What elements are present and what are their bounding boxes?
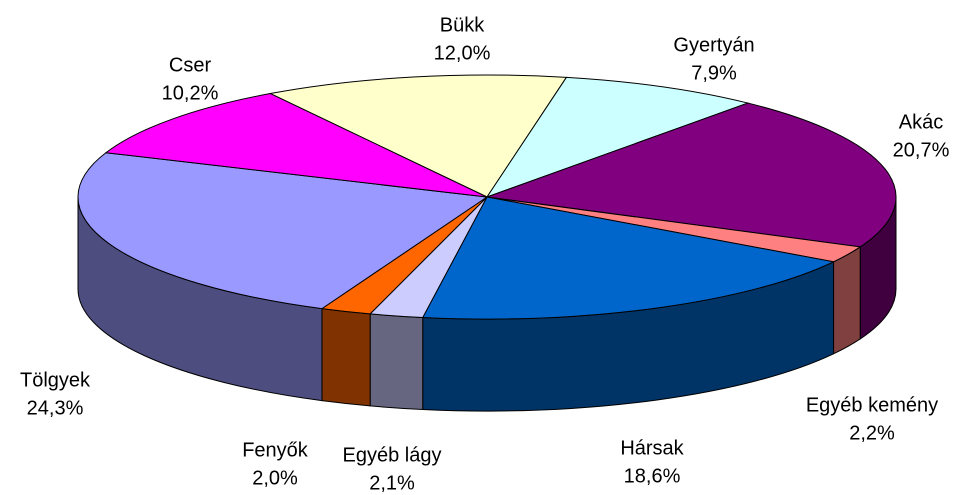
slice-value-label: 24,3% [27,397,84,419]
slice-side [321,308,371,407]
slice-value-label: 2,0% [252,467,298,489]
slice-value-label: 12,0% [434,42,491,64]
slice-value-label: 2,2% [849,422,895,444]
slice [421,196,836,320]
slice [268,74,568,198]
slice-label: Fenyők [242,439,309,461]
slice-side [369,313,424,411]
slice-value-label: 2,1% [369,472,415,494]
slice-value-label: 18,6% [624,465,681,487]
slice-label: Akác [899,111,943,133]
slice-label: Bükk [440,14,485,36]
slice-label: Gyertyán [673,34,754,56]
slice-label: Hársak [620,437,684,459]
slice-label: Egyéb lágy [343,444,442,466]
slice [486,102,897,248]
slice-value-label: 20,7% [893,139,950,161]
slice-side [833,246,861,355]
slice [104,93,488,198]
slice-label: Tölgyek [20,369,91,391]
slice-label: Cser [169,54,212,76]
slice [485,76,750,198]
slice-value-label: 10,2% [162,82,219,104]
slice-label: Egyéb kemény [806,394,938,416]
slice [77,152,489,310]
slice-value-label: 7,9% [691,62,737,84]
